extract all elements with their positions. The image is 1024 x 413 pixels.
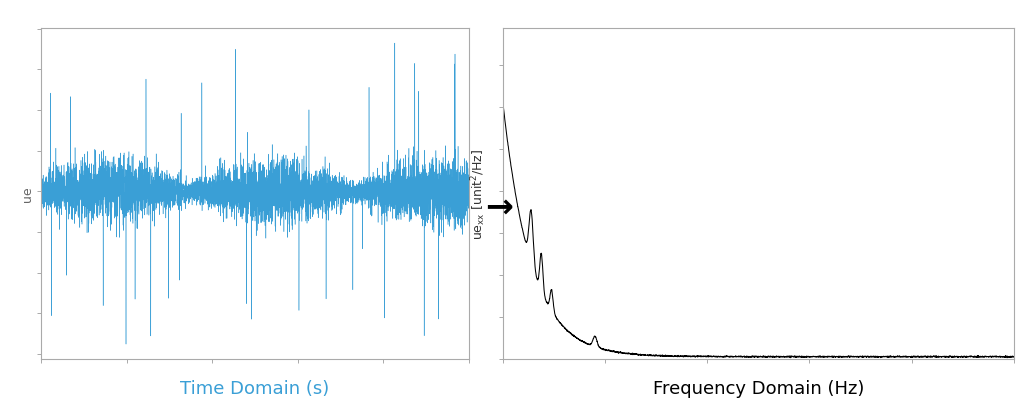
X-axis label: Time Domain (s): Time Domain (s) — [180, 380, 330, 397]
X-axis label: Frequency Domain (Hz): Frequency Domain (Hz) — [652, 380, 864, 397]
Y-axis label: $\mathrm{ue_{xx}}\ \mathrm{[unit^2/Hz]}$: $\mathrm{ue_{xx}}\ \mathrm{[unit^2/Hz]}$ — [470, 149, 488, 240]
Text: →: → — [484, 190, 513, 223]
Y-axis label: ue: ue — [22, 186, 34, 202]
